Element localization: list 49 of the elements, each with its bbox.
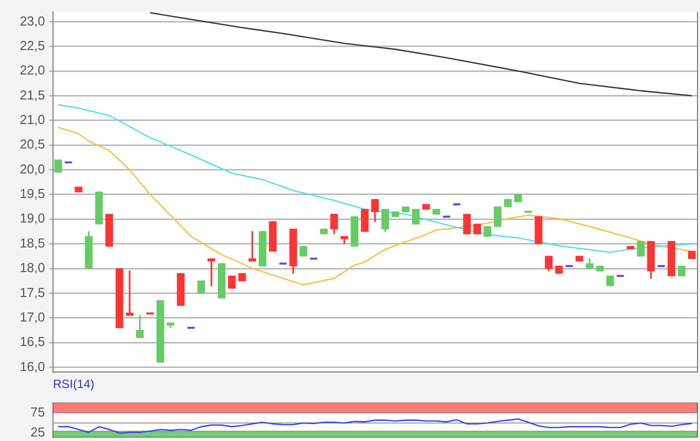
candlestick [197, 280, 206, 294]
y-tick-label: 16,5 [20, 334, 45, 350]
y-tick-label: 19,0 [20, 210, 45, 226]
candlestick [218, 263, 226, 298]
candlestick [74, 186, 82, 192]
candlestick [320, 228, 328, 234]
candlestick [473, 224, 482, 234]
candlestick [258, 231, 266, 266]
candlestick [463, 214, 471, 234]
candlestick [300, 246, 308, 257]
candlestick [576, 256, 584, 262]
candlestick [392, 211, 400, 218]
candlestick [596, 266, 604, 272]
candlestick [555, 266, 563, 274]
candlestick [350, 216, 358, 247]
y-tick-label: 20,5 [20, 136, 45, 152]
candlestick [176, 273, 185, 306]
y-tick-label: 16,0 [20, 358, 45, 374]
candlestick [156, 300, 164, 363]
candlestick [626, 246, 634, 250]
y-tick-label: 20,0 [20, 161, 45, 176]
y-tick-label: 21,0 [20, 112, 45, 127]
candlestick [360, 208, 369, 232]
y-tick-label: 22,5 [20, 38, 45, 53]
candlestick [228, 276, 236, 289]
candlestick [95, 192, 103, 224]
y-tick-label: 17,5 [20, 284, 45, 300]
y-tick-label: 75 [30, 404, 45, 420]
y-tick-label: 21,5 [20, 87, 45, 102]
candlestick [116, 268, 124, 328]
candlestick [484, 226, 492, 237]
candlestick [606, 276, 614, 286]
y-tick-label: 18,5 [20, 235, 45, 250]
candlestick [668, 241, 676, 276]
y-tick-label: 23,0 [20, 13, 45, 28]
y-tick-label: 17,0 [20, 309, 45, 324]
candlestick [268, 221, 277, 252]
candlestick [534, 216, 542, 244]
candlestick [678, 266, 686, 276]
candlestick [636, 241, 645, 257]
y-tick-label: 22,0 [20, 62, 45, 78]
candlestick [494, 206, 502, 227]
candlestick [54, 160, 62, 173]
y-tick-label: 19,5 [20, 186, 45, 202]
y-tick-label: 25 [30, 424, 45, 440]
candlestick [412, 208, 420, 224]
chart-title: RSI(14) [53, 377, 94, 391]
y-tick-label: 18,0 [20, 260, 45, 276]
candlestick [105, 214, 114, 247]
